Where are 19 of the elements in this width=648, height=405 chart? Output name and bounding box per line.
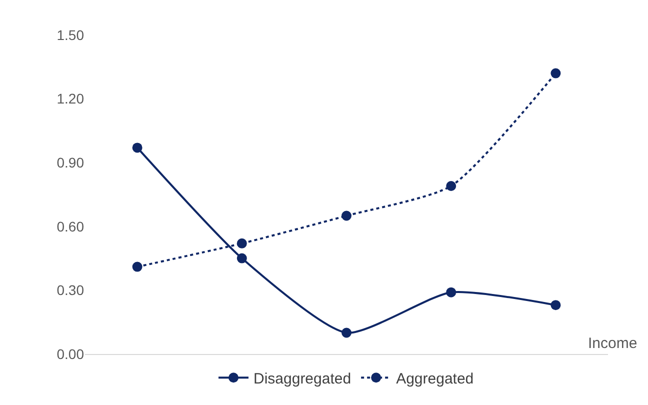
y-tick-label: 0.00: [56, 346, 84, 362]
point: [132, 142, 142, 153]
y-tick-label: 0.30: [56, 282, 84, 298]
point: [550, 300, 561, 310]
point: [446, 287, 456, 298]
point: [236, 253, 247, 264]
point: [236, 238, 247, 248]
x-axis-title: Income: [588, 335, 638, 352]
point: [446, 180, 456, 191]
point: [132, 262, 142, 272]
legend-label: Disaggregated: [254, 370, 352, 388]
legend-label: Aggregated: [396, 370, 474, 388]
y-tick-label: 1.50: [56, 26, 84, 43]
point: [342, 328, 352, 338]
point: [342, 210, 352, 221]
point: [550, 68, 561, 78]
y-tick-label: 1.20: [56, 90, 84, 107]
y-tick-label: 0.60: [56, 218, 84, 234]
y-tick-label: 0.90: [56, 154, 84, 170]
